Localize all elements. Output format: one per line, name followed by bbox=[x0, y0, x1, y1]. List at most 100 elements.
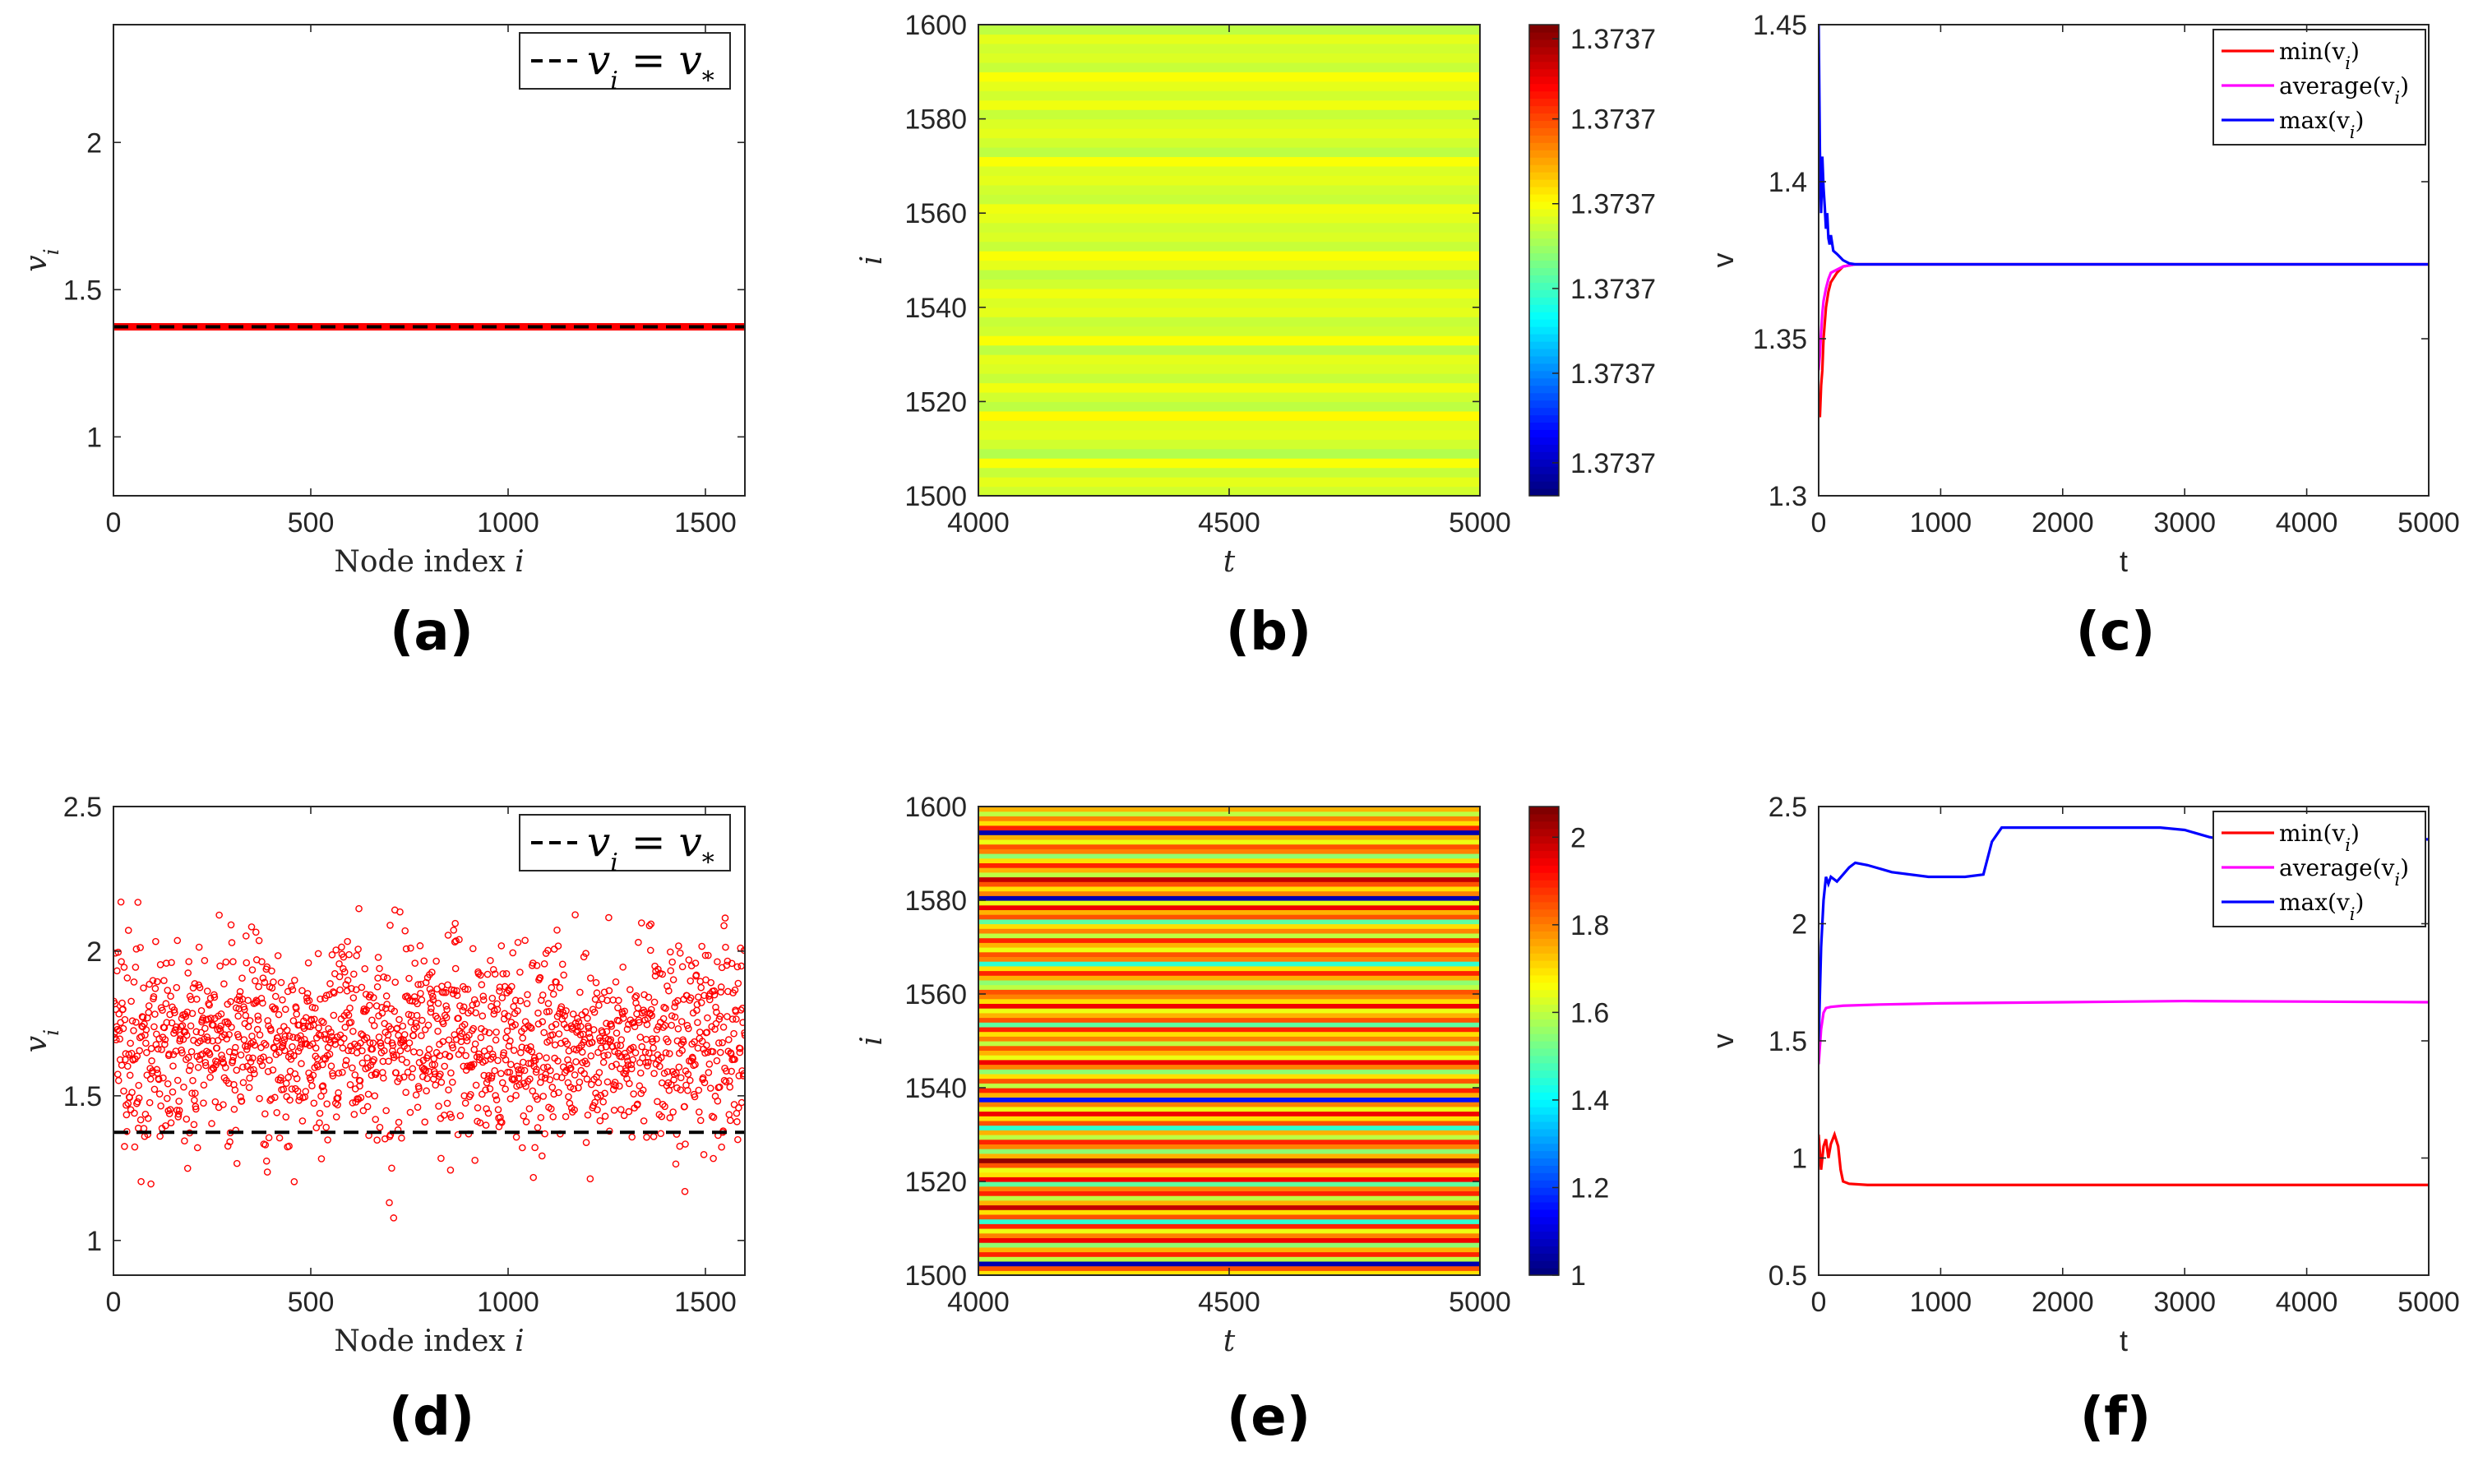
scatter-point bbox=[710, 991, 719, 999]
scatter-point bbox=[539, 991, 547, 999]
scatter-point bbox=[677, 1074, 685, 1082]
scatter-point bbox=[183, 1115, 191, 1123]
y-axis-label: i bbox=[855, 256, 889, 266]
scatter-point bbox=[423, 1087, 430, 1095]
heatmap-band bbox=[978, 1242, 1480, 1248]
scatter-point bbox=[370, 1056, 378, 1064]
scatter-point bbox=[518, 1144, 526, 1152]
heatmap-band bbox=[978, 213, 1480, 224]
scatter-point bbox=[726, 1116, 734, 1125]
scatter-point bbox=[502, 1085, 509, 1093]
scatter-point bbox=[494, 1106, 502, 1113]
scatter-point bbox=[434, 1027, 442, 1035]
scatter-point bbox=[286, 1096, 294, 1104]
scatter-point bbox=[168, 1019, 176, 1027]
scatter-point bbox=[200, 1081, 208, 1089]
scatter-point bbox=[330, 1011, 338, 1019]
scatter-point bbox=[184, 969, 192, 977]
scatter-point bbox=[498, 1079, 506, 1087]
scatter-point bbox=[494, 1056, 502, 1065]
scatter-point bbox=[659, 1024, 667, 1031]
colorbar-segment bbox=[1529, 392, 1559, 401]
scatter-point bbox=[434, 999, 442, 1007]
scatter-point bbox=[695, 1086, 703, 1094]
colorbar-segment bbox=[1529, 98, 1559, 107]
colorbar-segment bbox=[1529, 444, 1559, 452]
scatter-point bbox=[737, 962, 745, 970]
scatter-point bbox=[392, 1069, 400, 1077]
scatter-point bbox=[344, 937, 351, 945]
colorbar-segment bbox=[1529, 923, 1559, 932]
scatter-point bbox=[654, 1098, 661, 1106]
scatter-point bbox=[407, 1018, 415, 1026]
heatmap-band bbox=[978, 867, 1480, 873]
scatter-point bbox=[356, 1077, 364, 1084]
scatter-point bbox=[731, 1056, 738, 1063]
scatter-point bbox=[615, 996, 622, 1005]
scatter-point bbox=[152, 1041, 160, 1048]
scatter-point bbox=[437, 1154, 445, 1163]
scatter-point bbox=[488, 1050, 497, 1058]
scatter-point bbox=[542, 1070, 549, 1079]
scatter-point bbox=[486, 1045, 493, 1052]
scatter-point bbox=[220, 1059, 228, 1067]
scatter-point bbox=[146, 1098, 154, 1107]
scatter-point bbox=[601, 1112, 609, 1121]
scatter-point bbox=[265, 1134, 273, 1142]
scatter-point bbox=[431, 1061, 439, 1069]
scatter-point bbox=[245, 1054, 252, 1061]
scatter-point bbox=[490, 1006, 498, 1015]
scatter-point bbox=[268, 967, 275, 975]
scatter-point bbox=[522, 1118, 530, 1126]
scatter-point bbox=[691, 1038, 698, 1046]
scatter-point bbox=[404, 1068, 412, 1076]
scatter-point bbox=[296, 1043, 304, 1052]
scatter-point bbox=[180, 1083, 187, 1091]
scatter-point bbox=[216, 962, 224, 970]
colorbar-segment bbox=[1529, 245, 1559, 254]
colorbar-segment bbox=[1529, 355, 1559, 364]
colorbar-segment bbox=[1529, 157, 1559, 165]
scatter-point bbox=[701, 1049, 709, 1057]
scatter-point bbox=[402, 945, 410, 953]
y-tick-label: 1520 bbox=[904, 1167, 967, 1198]
scatter-point bbox=[173, 1076, 182, 1084]
scatter-point bbox=[736, 1048, 744, 1056]
scatter-point bbox=[705, 951, 712, 959]
heatmap-band bbox=[978, 269, 1480, 280]
scatter-point bbox=[553, 926, 561, 934]
scatter-point bbox=[443, 1099, 451, 1107]
scatter-point bbox=[409, 1032, 418, 1039]
scatter-point bbox=[348, 984, 355, 992]
scatter-point bbox=[152, 937, 160, 945]
legend-label: average(vi) bbox=[2279, 854, 2409, 890]
x-tick-label: 3000 bbox=[2153, 507, 2216, 539]
colorbar-frame bbox=[1528, 24, 1560, 497]
scatter-point bbox=[667, 967, 675, 974]
scatter-point bbox=[539, 1064, 548, 1071]
heatmap-band bbox=[978, 1251, 1480, 1257]
scatter-point bbox=[401, 927, 409, 935]
scatter-point bbox=[297, 1032, 304, 1040]
scatter-point bbox=[164, 1079, 172, 1088]
legend-label: min(vi) bbox=[2279, 38, 2360, 73]
scatter-point bbox=[571, 1106, 578, 1114]
scatter-point bbox=[326, 980, 334, 987]
scatter-point bbox=[114, 948, 123, 956]
heatmap-band bbox=[978, 363, 1480, 374]
scatter-point bbox=[408, 1073, 416, 1081]
heatmap-band bbox=[978, 1045, 1480, 1051]
scatter-point bbox=[520, 1112, 528, 1120]
scatter-point bbox=[631, 1023, 639, 1031]
scatter-point bbox=[470, 996, 479, 1004]
scatter-point bbox=[311, 1004, 319, 1012]
heatmap-band bbox=[978, 1064, 1480, 1070]
scatter-point bbox=[231, 1086, 239, 1094]
colorbar-segment bbox=[1529, 201, 1559, 210]
scatter-point bbox=[374, 974, 381, 982]
scatter-point bbox=[229, 958, 237, 965]
colorbar-segment bbox=[1529, 1209, 1559, 1218]
scatter-point bbox=[666, 1114, 674, 1121]
heatmap-band bbox=[978, 335, 1480, 346]
scatter-point bbox=[509, 949, 517, 957]
